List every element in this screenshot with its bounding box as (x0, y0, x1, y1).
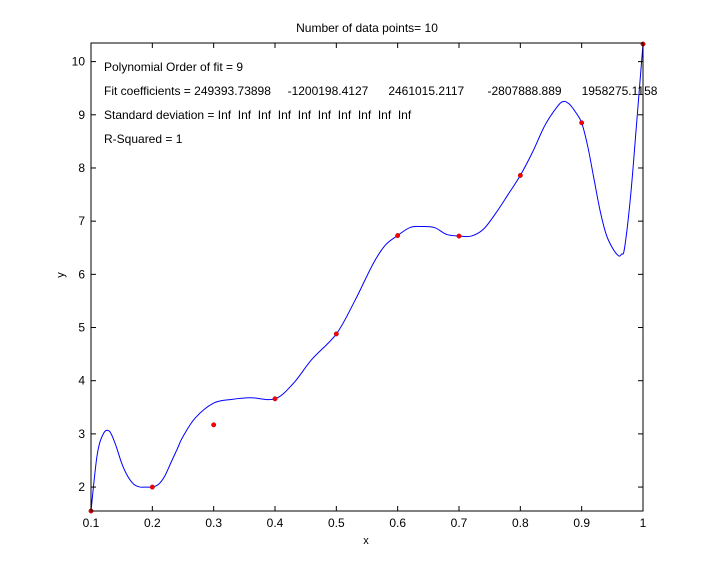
annotation-line: R-Squared = 1 (104, 132, 183, 146)
data-point (211, 422, 217, 428)
y-tick-label: 10 (72, 55, 86, 69)
x-tick-label: 0.3 (205, 516, 222, 530)
x-tick-label: 0.4 (267, 516, 284, 530)
y-axis-label: y (55, 272, 67, 278)
plot-area (91, 43, 643, 511)
x-axis-label: x (363, 535, 369, 547)
data-point (517, 172, 523, 178)
x-tick-label: 1 (640, 516, 647, 530)
annotation-line: Fit coefficients = 249393.73898 -1200198… (104, 84, 658, 98)
x-tick-label: 0.6 (389, 516, 406, 530)
annotation-line: Standard deviation = Inf Inf Inf Inf Inf… (104, 108, 412, 122)
x-tick-label: 0.8 (512, 516, 529, 530)
data-point (395, 233, 401, 238)
y-tick-label: 8 (78, 161, 85, 175)
data-point (272, 396, 278, 402)
x-tick-label: 0.7 (451, 516, 468, 530)
y-tick-label: 5 (78, 321, 85, 335)
data-point (149, 484, 155, 490)
axes-box (90, 42, 644, 512)
data-point (333, 331, 339, 337)
x-tick-label: 0.1 (83, 516, 100, 530)
x-tick-label: 0.5 (328, 516, 345, 530)
fit-curve-line (90, 44, 644, 512)
y-tick-label: 6 (78, 267, 85, 281)
data-point (579, 120, 585, 126)
data-point (456, 233, 462, 239)
y-tick-label: 3 (78, 427, 85, 441)
chart-title: Number of data points= 10 (296, 21, 438, 35)
y-tick-label: 4 (78, 374, 85, 388)
x-tick-label: 0.2 (144, 516, 161, 530)
y-tick-label: 9 (78, 108, 85, 122)
y-tick-label: 2 (78, 480, 85, 494)
x-tick-label: 0.9 (573, 516, 590, 530)
y-tick-label: 7 (78, 214, 85, 228)
annotation-line: Polynomial Order of fit = 9 (104, 60, 243, 74)
